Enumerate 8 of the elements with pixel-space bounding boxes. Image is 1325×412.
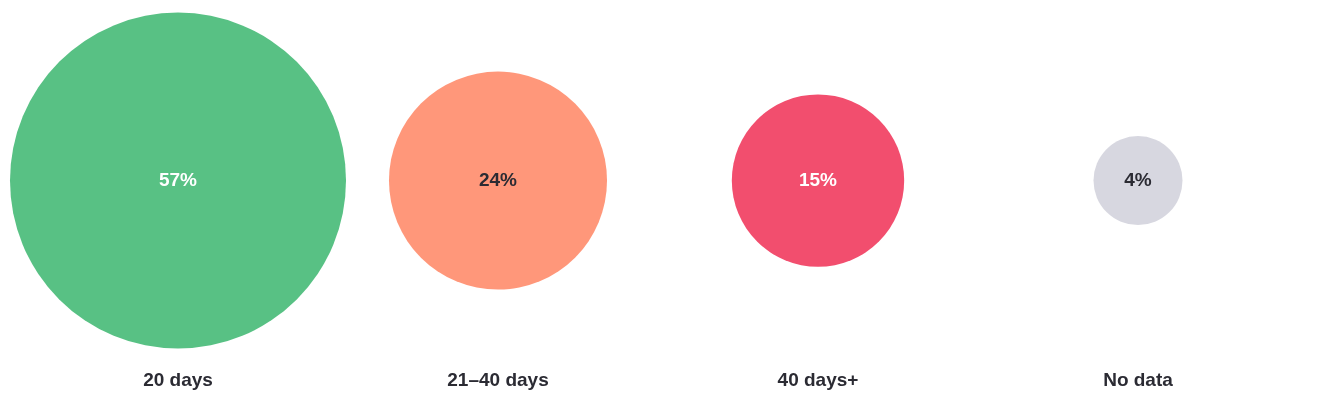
category-label: 21–40 days <box>447 368 549 390</box>
data-label: 4% <box>1124 168 1152 190</box>
data-label: 57% <box>158 168 198 190</box>
category-label: 40 days+ <box>777 368 859 390</box>
category-label: No data <box>1103 368 1174 390</box>
category-label: 20 days <box>143 368 213 390</box>
data-label: 24% <box>478 168 518 190</box>
data-label: 15% <box>798 168 838 190</box>
